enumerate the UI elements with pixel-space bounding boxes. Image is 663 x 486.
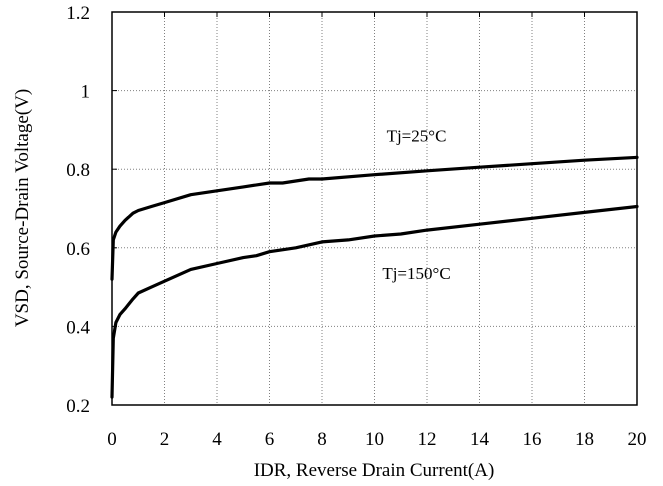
tick-marks [111,11,638,406]
y-tick-label: 0.6 [66,239,90,260]
plot-frame [111,11,638,406]
series-line-tj-150c [110,204,639,399]
y-tick-labels: 0.2 0.4 0.6 0.8 1 1.2 [66,3,90,417]
y-axis-title: VSD, Source-Drain Voltage(V) [12,89,33,327]
series-line-tj-25c [110,155,639,281]
annotation-label: Tj=25°C [387,127,447,146]
y-tick-label: 0.8 [66,160,90,181]
grid-lines [112,12,637,405]
x-tick-label: 2 [160,429,170,450]
x-tick-labels: 0 2 4 6 8 10 12 14 16 18 20 [107,429,646,450]
x-tick-label: 16 [523,429,542,450]
x-tick-label: 14 [470,429,490,450]
x-tick-label: 4 [212,429,222,450]
y-tick-label: 1.2 [66,3,90,24]
x-tick-label: 10 [365,429,384,450]
x-tick-label: 8 [317,429,327,450]
x-axis-title: IDR, Reverse Drain Current(A) [254,460,495,481]
x-tick-label: 0 [107,429,117,450]
annotation-label: Tj=150°C [382,264,450,283]
y-tick-label: 0.4 [66,317,90,338]
x-tick-label: 20 [628,429,647,450]
x-tick-label: 6 [265,429,275,450]
annotations: Tj=25°C Tj=150°C [382,127,450,284]
x-tick-label: 18 [575,429,594,450]
y-tick-label: 1 [81,82,91,103]
x-tick-label: 12 [418,429,437,450]
series-lines [110,155,639,399]
y-tick-label: 0.2 [66,396,90,417]
